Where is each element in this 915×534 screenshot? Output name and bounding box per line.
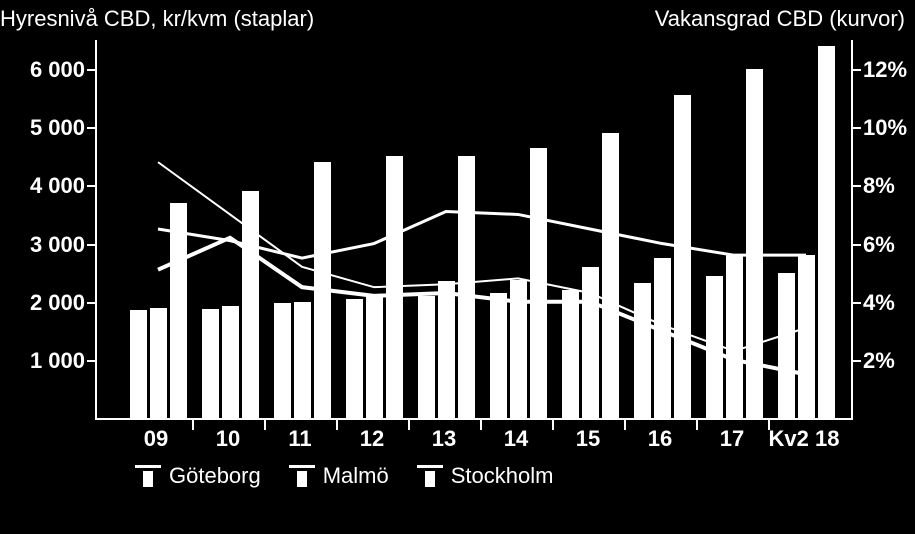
legend-swatch-icon <box>417 465 443 487</box>
y-right-tick-label: 12% <box>863 57 907 83</box>
y-right-tick <box>853 69 861 71</box>
y-left-tick-label: 3 000 <box>30 232 85 258</box>
y-left-tick <box>87 127 95 129</box>
x-tick-label: 17 <box>720 426 744 452</box>
legend-swatch-icon <box>135 465 161 487</box>
y-left-tick-label: 1 000 <box>30 348 85 374</box>
x-group-tick <box>480 420 482 430</box>
y-right-tick-label: 10% <box>863 115 907 141</box>
x-group-tick <box>408 420 410 430</box>
x-group-tick <box>768 420 770 430</box>
x-tick-label: 13 <box>432 426 456 452</box>
x-group-tick <box>336 420 338 430</box>
legend-swatch-icon <box>289 465 315 487</box>
title-right: Vakansgrad CBD (kurvor) <box>655 6 905 32</box>
lines-layer <box>97 40 851 418</box>
x-tick-label: 10 <box>216 426 240 452</box>
x-tick-label: 12 <box>360 426 384 452</box>
y-left-tick <box>87 360 95 362</box>
y-right-tick <box>853 302 861 304</box>
x-group-tick <box>264 420 266 430</box>
y-left-tick-label: 6 000 <box>30 57 85 83</box>
x-tick-label: 11 <box>288 426 311 452</box>
y-right-tick-label: 2% <box>863 348 895 374</box>
x-tick-label: 09 <box>144 426 168 452</box>
y-right-tick <box>853 185 861 187</box>
y-right-tick-label: 4% <box>863 290 895 316</box>
line-göteborg <box>158 238 806 375</box>
y-right-tick <box>853 127 861 129</box>
y-left-tick <box>87 185 95 187</box>
y-left-tick-label: 5 000 <box>30 115 85 141</box>
x-group-tick <box>552 420 554 430</box>
title-left: Hyresnivå CBD, kr/kvm (staplar) <box>0 6 314 32</box>
x-tick-label: 15 <box>576 426 600 452</box>
y-left-tick-label: 4 000 <box>30 173 85 199</box>
y-right-tick <box>853 360 861 362</box>
x-group-tick <box>192 420 194 430</box>
line-malmö <box>158 212 806 259</box>
y-left-tick-label: 2 000 <box>30 290 85 316</box>
legend-item-goteborg: Göteborg <box>135 463 261 489</box>
x-tick-label: 16 <box>648 426 672 452</box>
legend-label: Malmö <box>323 463 389 489</box>
y-right-tick-label: 6% <box>863 232 895 258</box>
y-left-tick <box>87 302 95 304</box>
legend-item-stockholm: Stockholm <box>417 463 554 489</box>
legend: Göteborg Malmö Stockholm <box>135 463 553 489</box>
legend-item-malmo: Malmö <box>289 463 389 489</box>
plot-area <box>95 40 853 420</box>
cbd-chart: Hyresnivå CBD, kr/kvm (staplar) Vakansgr… <box>0 0 915 534</box>
x-group-tick <box>624 420 626 430</box>
legend-label: Göteborg <box>169 463 261 489</box>
x-group-tick <box>696 420 698 430</box>
y-right-tick <box>853 244 861 246</box>
y-left-tick <box>87 244 95 246</box>
y-right-tick-label: 8% <box>863 173 895 199</box>
x-tick-label: Kv2 18 <box>769 426 840 452</box>
x-tick-label: 14 <box>504 426 528 452</box>
legend-label: Stockholm <box>451 463 554 489</box>
y-left-tick <box>87 69 95 71</box>
